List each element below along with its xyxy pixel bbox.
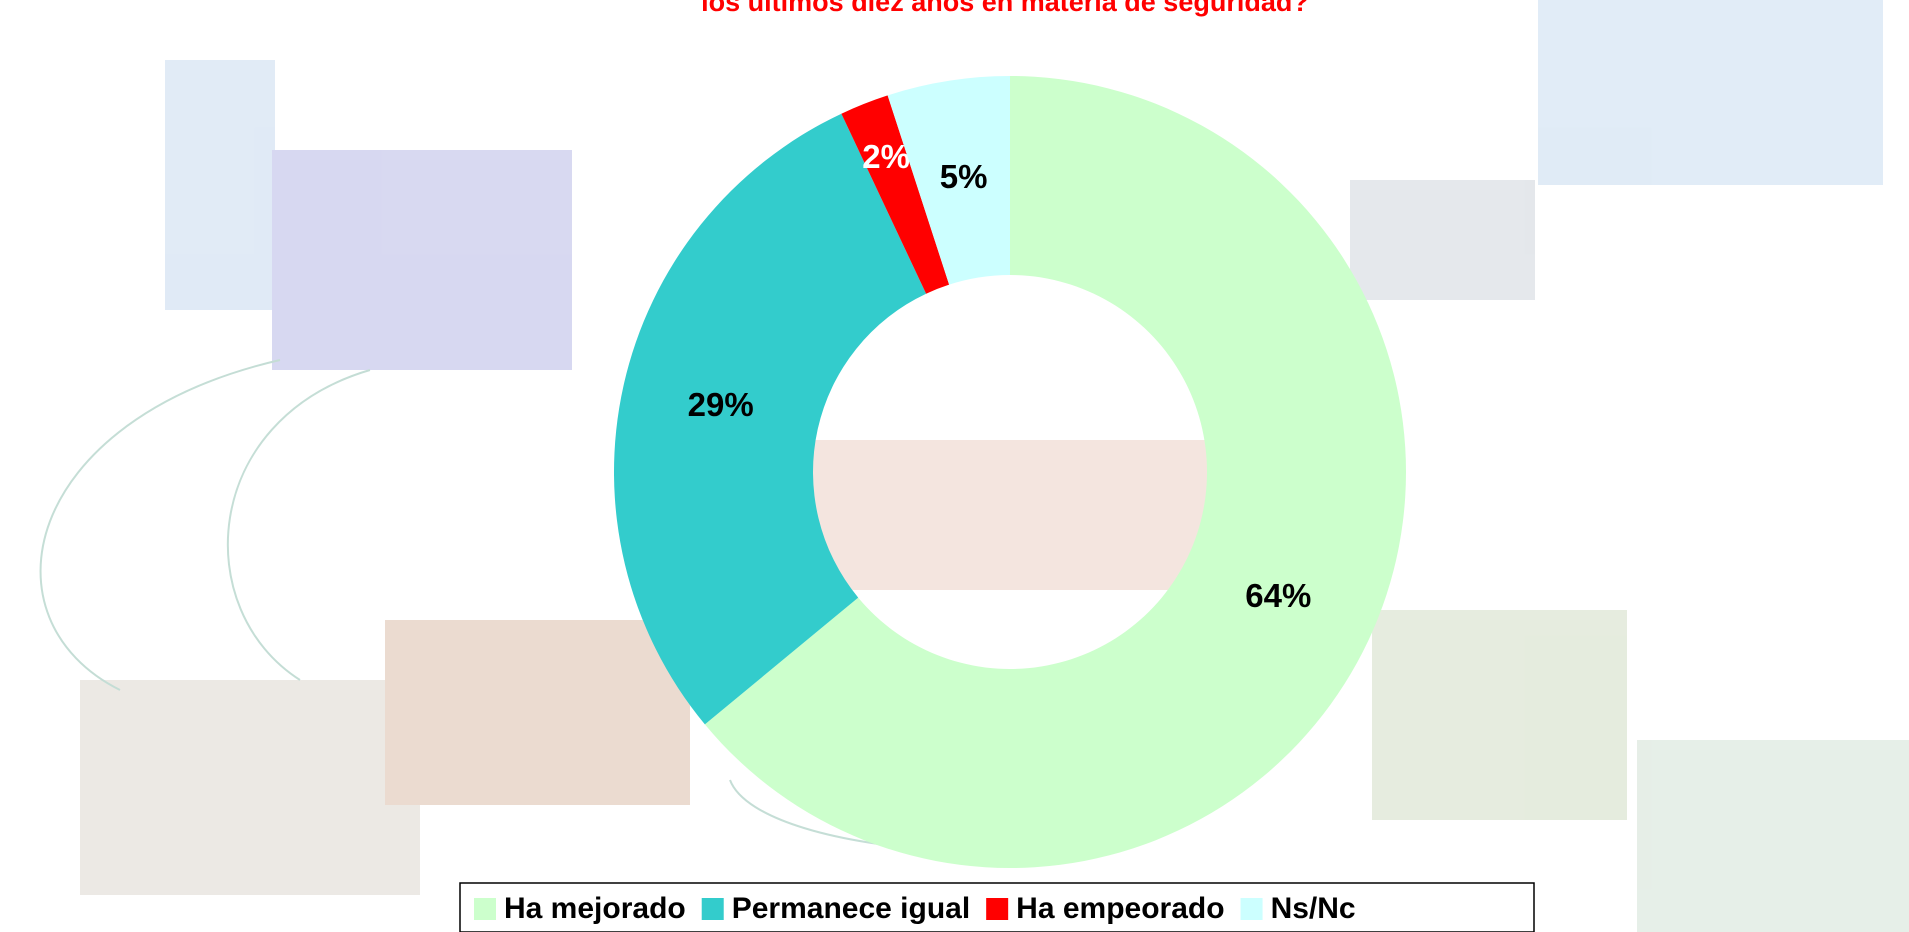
photo-bg <box>1372 610 1627 820</box>
legend-swatch <box>474 898 496 920</box>
data-label: 64% <box>1245 577 1311 614</box>
legend-label: Permanece igual <box>732 892 970 925</box>
photo-bg <box>80 680 420 895</box>
photo-bg <box>810 440 1210 590</box>
legend: Ha mejorado Permanece igual Ha empeorado Ns… <box>474 892 1356 925</box>
photo-bg <box>385 620 690 805</box>
legend-label: Ha empeorado <box>1016 892 1224 925</box>
legend-swatch <box>702 898 724 920</box>
photo-bg <box>272 150 572 370</box>
legend-swatch <box>986 898 1008 920</box>
legend-label: Ha mejorado <box>504 892 686 925</box>
legend-swatch <box>1241 898 1263 920</box>
data-label: 29% <box>688 386 754 423</box>
photo-bg <box>165 60 275 310</box>
legend-label: Ns/Nc <box>1271 892 1356 925</box>
page: los últimos diez años en materia de segu… <box>0 0 1909 932</box>
data-label: 2% <box>862 138 910 175</box>
photo-bg <box>1350 180 1535 300</box>
chart: los últimos diez años en materia de segu… <box>0 0 1909 932</box>
photo-bg <box>1538 0 1883 185</box>
chart-title: los últimos diez años en materia de segu… <box>701 0 1309 17</box>
photo-bg <box>1637 740 1909 932</box>
data-label: 5% <box>940 158 988 195</box>
